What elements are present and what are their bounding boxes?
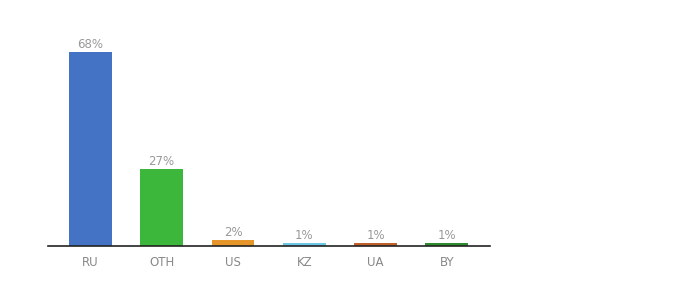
Text: 2%: 2% <box>224 226 242 239</box>
Text: 27%: 27% <box>149 155 175 168</box>
Bar <box>283 243 326 246</box>
Text: 1%: 1% <box>295 229 313 242</box>
Text: 1%: 1% <box>367 229 385 242</box>
Text: 1%: 1% <box>437 229 456 242</box>
Bar <box>426 243 469 246</box>
Bar <box>69 52 112 246</box>
Bar <box>211 240 254 246</box>
Bar <box>354 243 397 246</box>
Text: 68%: 68% <box>78 38 103 51</box>
Bar <box>140 169 183 246</box>
